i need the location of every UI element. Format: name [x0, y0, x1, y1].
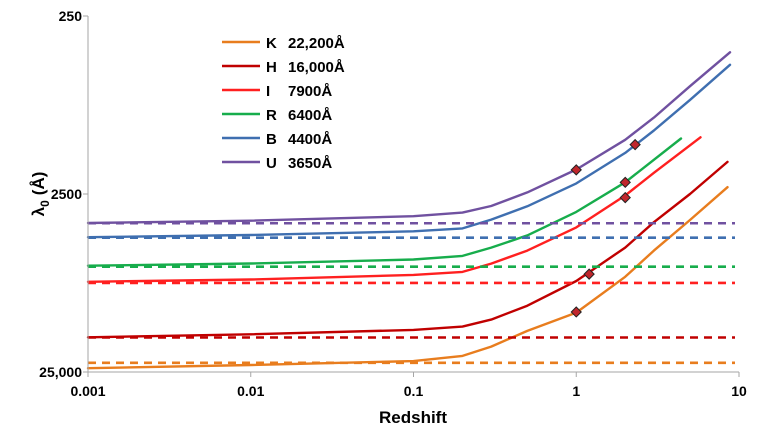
- legend-u-band: U: [266, 155, 277, 172]
- x-tick-label: 0.001: [70, 383, 105, 399]
- y-axis-title: λ0 (Å): [29, 172, 52, 217]
- legend-b-wavelength: 4400Å: [288, 131, 332, 148]
- x-tick-label: 0.1: [404, 383, 424, 399]
- y-axis-title-unit: (Å): [29, 172, 48, 196]
- legend: K 22,200Å H 16,000Å I 7900Å R 6400Å B 4400Å U 3650Å: [222, 35, 345, 172]
- y-axis-title-symbol: λ: [29, 206, 48, 216]
- axes-layer: [87, 16, 739, 373]
- legend-h-band: H: [266, 59, 277, 76]
- y-tick-label: 250: [59, 8, 83, 24]
- x-axis-title: Redshift: [379, 408, 447, 427]
- series-h-marker: [583, 268, 595, 280]
- series-r-marker: [619, 176, 631, 189]
- legend-h-wavelength: 16,000Å: [288, 59, 345, 76]
- series-b-marker: [629, 138, 641, 151]
- x-tick-label: 1: [572, 383, 580, 399]
- y-tick-label: 25,000: [39, 364, 82, 380]
- legend-b-band: B: [266, 131, 277, 148]
- series-layer: [86, 51, 735, 370]
- series-k-marker: [570, 306, 582, 318]
- series-u-line: [86, 51, 732, 225]
- legend-u-wavelength: 3650Å: [288, 155, 332, 172]
- legend-i-wavelength: 7900Å: [288, 83, 332, 100]
- series-i-marker: [619, 191, 631, 204]
- legend-k-wavelength: 22,200Å: [288, 35, 345, 52]
- ticks-layer: 0.001 0.01 0.1 1 10 250 2500 25,000: [39, 8, 747, 399]
- y-tick-label: 2500: [51, 186, 82, 202]
- series-k-line: [86, 186, 729, 370]
- series-r-line: [86, 137, 683, 267]
- legend-r-band: R: [266, 107, 277, 124]
- legend-k-band: K: [266, 35, 277, 52]
- x-tick-label: 0.01: [237, 383, 264, 399]
- series-b-line: [86, 63, 732, 239]
- x-tick-label: 10: [731, 383, 747, 399]
- series-u-marker: [570, 164, 582, 176]
- y-axis-title-subscript: 0: [38, 200, 52, 207]
- series-i-line: [86, 136, 702, 283]
- legend-i-band: I: [266, 83, 270, 100]
- legend-r-wavelength: 6400Å: [288, 107, 332, 124]
- series-h-line: [86, 160, 729, 339]
